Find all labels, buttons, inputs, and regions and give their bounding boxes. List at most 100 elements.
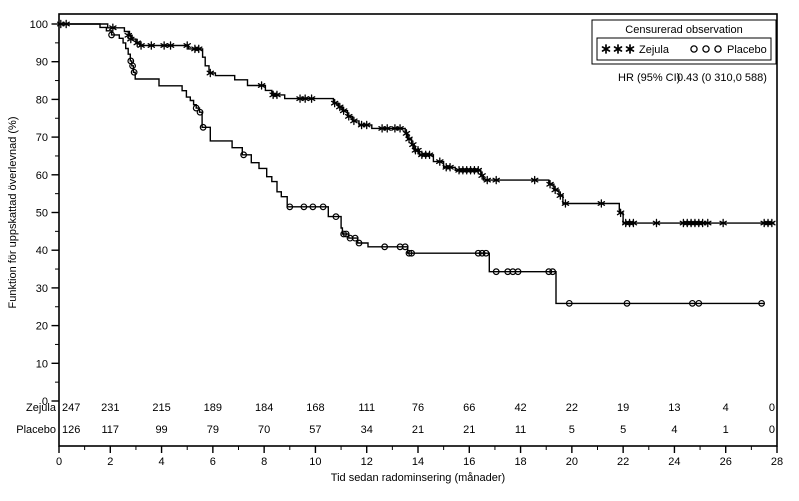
censor-circle-mark	[286, 203, 294, 211]
censor-asterisk-mark	[405, 136, 413, 142]
censor-circle-mark	[758, 299, 766, 307]
risk-count: 0	[769, 402, 775, 414]
censor-asterisk-mark	[601, 46, 611, 52]
risk-count: 247	[62, 402, 80, 414]
censor-circle-mark	[332, 213, 340, 221]
censor-asterisk-mark	[166, 43, 175, 48]
y-tick-label: 0	[42, 396, 48, 408]
censor-asterisk-mark	[446, 164, 454, 170]
censor-asterisk-mark	[273, 92, 281, 98]
censor-circle-mark	[702, 45, 710, 53]
x-tick-label: 18	[514, 456, 526, 468]
legend-inner-box	[596, 37, 772, 61]
censor-circle-mark	[478, 249, 486, 257]
risk-count: 11	[515, 424, 526, 436]
censor-asterisk-mark	[307, 96, 316, 102]
censor-asterisk-mark	[530, 177, 539, 183]
censor-asterisk-mark	[396, 125, 404, 131]
risk-count: 189	[204, 402, 222, 414]
risk-count: 79	[207, 424, 219, 436]
risk-count: 5	[620, 424, 626, 436]
censor-circle-mark	[695, 299, 703, 307]
x-tick-label: 8	[261, 456, 267, 468]
censor-circle-mark	[688, 299, 696, 307]
risk-count: 99	[155, 424, 167, 436]
risk-row-label-placebo: Placebo	[16, 424, 56, 436]
censor-asterisk-mark	[616, 210, 625, 216]
y-tick-label: 50	[36, 208, 48, 220]
censor-circle-mark	[351, 234, 359, 242]
risk-count: 231	[101, 402, 119, 414]
censor-asterisk-mark	[109, 25, 117, 31]
risk-count: 184	[255, 402, 273, 414]
x-tick-label: 22	[617, 456, 629, 468]
hr-label: HR (95% CI)	[618, 72, 680, 84]
censor-asterisk-mark	[137, 43, 145, 48]
censor-asterisk-mark	[597, 201, 606, 206]
risk-count: 19	[617, 402, 629, 414]
x-axis-title: Tid sedan radominsering (månader)	[331, 472, 505, 484]
x-tick-label: 10	[309, 456, 321, 468]
risk-count: 117	[102, 424, 120, 436]
risk-count: 42	[514, 402, 526, 414]
censor-asterisk-mark	[561, 201, 570, 206]
censor-circle-mark	[545, 268, 553, 276]
censor-asterisk-mark	[336, 104, 344, 110]
placebo-censor-marks	[108, 31, 766, 307]
legend-outer-box	[591, 19, 777, 65]
censor-asterisk-mark	[183, 43, 191, 48]
censor-asterisk-mark	[350, 118, 358, 124]
censor-asterisk-mark	[147, 43, 156, 48]
censor-circle-mark	[129, 62, 136, 70]
risk-count: 57	[309, 424, 321, 436]
censor-circle-mark	[192, 104, 200, 112]
censor-asterisk-mark	[301, 96, 309, 102]
censor-asterisk-mark	[127, 36, 135, 42]
censor-circle-mark	[690, 45, 698, 53]
x-tick-label: 6	[210, 456, 216, 468]
censor-circle-mark	[405, 249, 413, 257]
x-tick-label: 0	[56, 456, 62, 468]
risk-row-label-zejula: Zejula	[26, 402, 57, 414]
x-tick-label: 14	[412, 456, 424, 468]
risk-count: 21	[412, 424, 424, 436]
risk-count: 70	[258, 424, 270, 436]
censor-asterisk-mark	[160, 43, 168, 48]
x-tick-label: 12	[361, 456, 373, 468]
censor-asterisk-mark	[344, 113, 353, 119]
risk-count: 4	[671, 424, 677, 436]
censor-asterisk-mark	[551, 187, 559, 193]
censor-asterisk-mark	[556, 193, 565, 198]
censor-asterisk-mark	[768, 220, 776, 226]
censor-asterisk-mark	[474, 167, 483, 173]
censor-circle-mark	[196, 108, 204, 116]
y-tick-label: 60	[36, 170, 48, 182]
hr-value: 0.43 (0 310,0 588)	[677, 72, 767, 84]
risk-count: 5	[569, 424, 575, 436]
censor-asterisk-mark	[703, 220, 712, 226]
legend-label-zejula: Zejula	[639, 44, 670, 56]
x-tick-label: 16	[463, 456, 475, 468]
censor-circle-mark	[355, 239, 363, 247]
censor-circle-mark	[492, 268, 500, 276]
risk-table: Zejula 247 231 215 189 184 168 111 76 66 42 22 19 13 4…	[16, 402, 775, 436]
y-tick-label: 40	[36, 245, 48, 257]
censor-asterisk-mark	[339, 108, 348, 114]
risk-count: 21	[463, 424, 475, 436]
y-tick-label: 30	[36, 283, 48, 295]
censor-asterisk-mark	[478, 173, 486, 179]
zejula-censor-marks	[57, 19, 776, 228]
y-tick-label: 80	[36, 94, 48, 106]
censor-asterisk-mark	[330, 100, 339, 106]
censor-circle-mark	[623, 299, 631, 307]
censor-asterisk-mark	[436, 159, 444, 165]
y-tick-label: 100	[30, 19, 48, 31]
legend-label-placebo: Placebo	[727, 44, 767, 56]
x-tick-label: 20	[566, 456, 578, 468]
censor-circle-mark	[300, 203, 308, 211]
x-tick-label: 24	[668, 456, 680, 468]
